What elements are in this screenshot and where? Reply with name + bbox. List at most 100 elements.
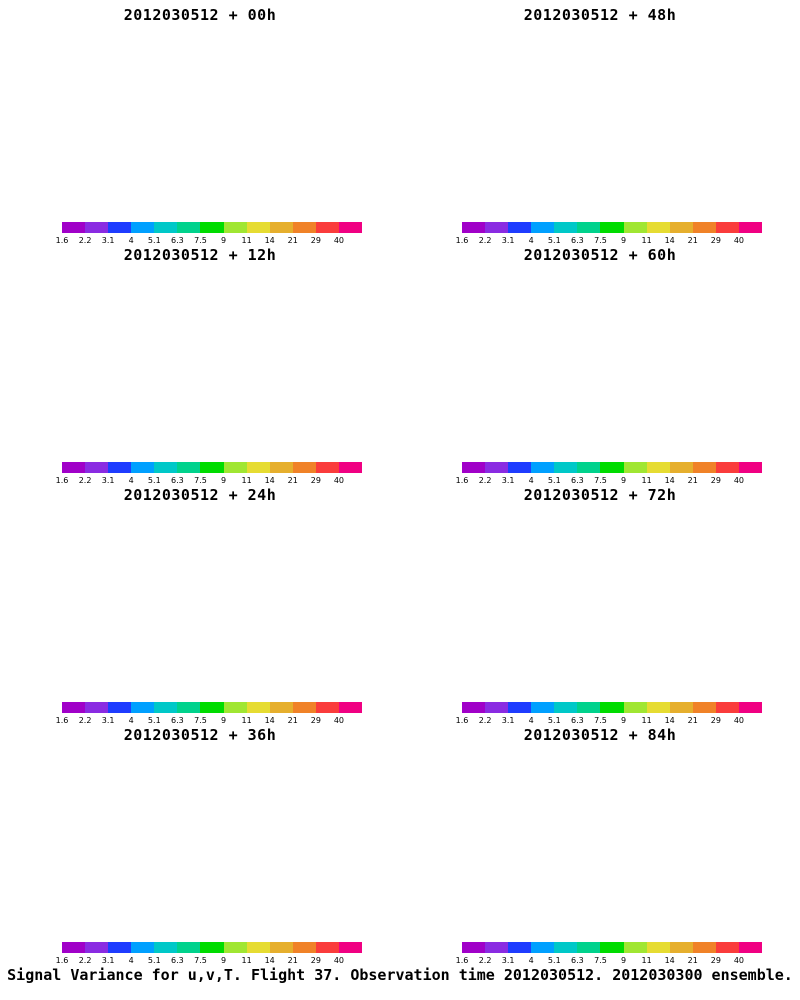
variance-contour [155, 116, 225, 153]
colorbar-cell [623, 942, 647, 953]
variance-contour [462, 768, 766, 818]
colorbar-label: 2.2 [78, 236, 92, 245]
variance-map [10, 270, 390, 397]
colorbar-cell [692, 222, 716, 233]
colorbar-label: 5.1 [547, 236, 561, 245]
coastline [39, 529, 371, 578]
colorbar-label: 7.5 [594, 476, 607, 485]
colorbar-label: 2.2 [78, 716, 92, 725]
variance-contour [420, 750, 790, 818]
colorbar-cell [62, 462, 86, 473]
colorbar-cell [108, 222, 132, 233]
colorbar-labels: 1.6 2.2 3.1 4 5.1 6.3 7.5 9 11 14 21 29 40 [56, 716, 362, 726]
colorbar-cell [246, 222, 270, 233]
variance-contour [533, 799, 695, 818]
colorbar-label: 6.3 [571, 956, 584, 965]
low-variance-patch [291, 594, 329, 616]
colorbar-cell [223, 942, 247, 953]
colorbar-label: 14 [664, 956, 675, 965]
colorbar-label: 40 [733, 716, 745, 725]
colorbar-cell [531, 462, 555, 473]
variance-contour [122, 814, 294, 818]
variance-contour [506, 547, 734, 578]
coastline [439, 49, 771, 98]
map-outline [10, 270, 390, 338]
map-base-fill [410, 750, 790, 818]
colorbar-label: 2.2 [478, 956, 492, 965]
colorbar-cell [669, 702, 693, 713]
colorbar-cell [554, 702, 578, 713]
low-variance-patch [105, 641, 135, 659]
variance-map [410, 510, 790, 578]
colorbar-cell [646, 462, 670, 473]
colorbar-label: 4 [128, 476, 134, 485]
colorbar-cell [462, 942, 486, 953]
low-variance-patch [324, 881, 356, 900]
colorbar-cell [223, 462, 247, 473]
colorbar-cell [269, 942, 293, 953]
variance-contour [183, 595, 233, 621]
colorbar-label: 40 [733, 476, 745, 485]
variance-contour [472, 539, 768, 578]
colorbar-label: 11 [241, 956, 252, 965]
colorbar-label: 7.5 [594, 716, 607, 725]
colorbar-cell [692, 942, 716, 953]
coastline [439, 769, 771, 818]
colorbar-label: 2.2 [78, 956, 92, 965]
colorbar-cell [738, 942, 763, 953]
colorbar-label: 1.6 [55, 236, 69, 245]
colorbar-label: 5.1 [147, 236, 161, 245]
panel-title: 2012030512 + 12h [123, 246, 277, 264]
colorbar-label: 14 [264, 476, 275, 485]
colorbar-label: 6.3 [171, 716, 184, 725]
colorbar-cell [62, 942, 86, 953]
colorbar [462, 702, 763, 713]
colorbar-label: 21 [287, 236, 298, 245]
variance-contour [489, 310, 743, 338]
colorbar-cell [508, 462, 532, 473]
colorbar-cell [554, 462, 578, 473]
colorbar-cell [623, 702, 647, 713]
variance-contour [142, 345, 246, 397]
variance-contour [525, 791, 723, 818]
figure-caption: Signal Variance for u,v,T. Flight 37. Ob… [7, 966, 793, 984]
low-variance-patch [324, 641, 356, 660]
colorbar-label: 2.2 [478, 476, 492, 485]
variance-contour [496, 311, 716, 338]
colorbar-label: 1.6 [455, 476, 469, 485]
low-variance-patch [291, 834, 329, 856]
colorbar-cell [154, 222, 178, 233]
colorbar-label: 14 [264, 716, 275, 725]
colorbar-label: 14 [664, 476, 675, 485]
colorbar-label: 5.1 [547, 956, 561, 965]
colorbar-cell [646, 702, 670, 713]
coastline [439, 529, 771, 578]
colorbar-label: 6.3 [571, 236, 584, 245]
colorbar-cell [200, 702, 224, 713]
colorbar-label: 14 [264, 956, 275, 965]
colorbar-label: 7.5 [194, 956, 207, 965]
variance-contour [541, 562, 699, 578]
colorbar-label: 2.2 [478, 236, 492, 245]
colorbar-cell [108, 462, 132, 473]
variance-contour [462, 296, 750, 338]
colorbar-label: 4 [528, 956, 534, 965]
colorbar-label: 14 [664, 236, 675, 245]
colorbar-label: 9 [220, 236, 227, 245]
colorbar-cell [338, 462, 363, 473]
colorbar-cell [669, 462, 693, 473]
colorbar-label: 40 [733, 956, 745, 965]
colorbar-cell [577, 702, 601, 713]
colorbar-cell [154, 702, 178, 713]
colorbar-labels: 1.6 2.2 3.1 4 5.1 6.3 7.5 9 11 14 21 29 40 [56, 236, 362, 246]
colorbar-label: 14 [664, 716, 675, 725]
colorbar-cell [485, 942, 509, 953]
variance-contour [127, 814, 269, 818]
colorbar-label: 7.5 [594, 956, 607, 965]
colorbar-cell [108, 942, 132, 953]
panel-title: 2012030512 + 24h [123, 486, 277, 504]
colorbar-label: 29 [310, 476, 321, 485]
variance-contour [128, 97, 272, 98]
colorbar-cell [177, 462, 201, 473]
panel-title: 2012030512 + 84h [523, 726, 677, 744]
